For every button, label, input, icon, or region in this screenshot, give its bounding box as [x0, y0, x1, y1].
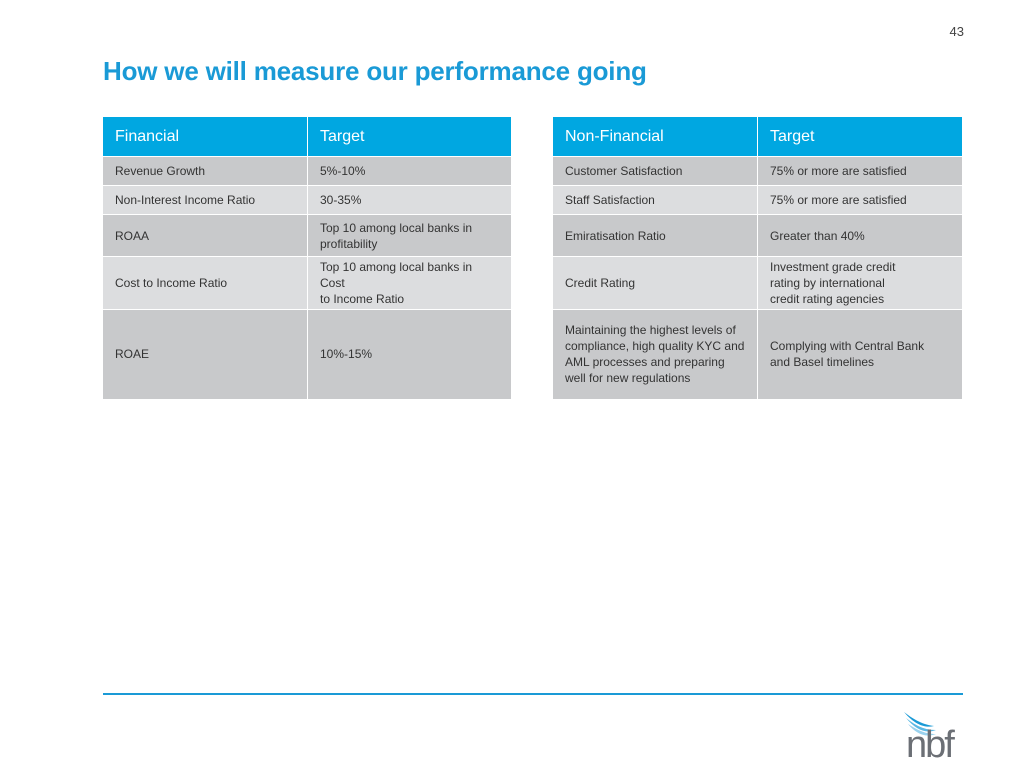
- financial-table: Financial Target Revenue Growth 5%-10% N…: [103, 117, 511, 399]
- logo-swoosh-icon: [904, 712, 936, 736]
- table-row: Emiratisation Ratio Greater than 40%: [553, 214, 962, 257]
- metric-cell: Customer Satisfaction: [553, 156, 758, 186]
- table-row: Customer Satisfaction 75% or more are sa…: [553, 156, 962, 186]
- target-cell: 30-35%: [307, 185, 511, 215]
- table-row: ROAA Top 10 among local banks in profita…: [103, 214, 511, 257]
- metric-cell: ROAE: [103, 309, 308, 399]
- column-header: Non-Financial: [553, 117, 758, 157]
- column-header: Target: [757, 117, 962, 157]
- table-row: Staff Satisfaction 75% or more are satis…: [553, 185, 962, 215]
- metric-cell: Maintaining the highest levels of compli…: [553, 309, 758, 399]
- column-header: Financial: [103, 117, 308, 157]
- page-title: How we will measure our performance goin…: [103, 56, 647, 86]
- table-header-row: Financial Target: [103, 117, 511, 157]
- target-cell: 10%-15%: [307, 309, 511, 399]
- target-cell: 75% or more are satisfied: [757, 185, 962, 215]
- metric-cell: Emiratisation Ratio: [553, 214, 758, 257]
- logo-text: nbf: [906, 724, 955, 766]
- table-row: Revenue Growth 5%-10%: [103, 156, 511, 186]
- metric-cell: Cost to Income Ratio: [103, 256, 308, 310]
- nbf-logo: nbf: [890, 708, 970, 770]
- non-financial-table: Non-Financial Target Customer Satisfacti…: [553, 117, 962, 399]
- table-header-row: Non-Financial Target: [553, 117, 962, 157]
- footer-divider: [103, 693, 963, 695]
- page-number: 43: [949, 24, 964, 39]
- metric-cell: Revenue Growth: [103, 156, 308, 186]
- table-row: Credit Rating Investment grade credit ra…: [553, 256, 962, 310]
- metric-cell: Non-Interest Income Ratio: [103, 185, 308, 215]
- target-cell: Investment grade credit rating by intern…: [757, 256, 962, 310]
- table-row: Cost to Income Ratio Top 10 among local …: [103, 256, 511, 310]
- target-cell: Complying with Central Bank and Basel ti…: [757, 309, 962, 399]
- target-cell: Top 10 among local banks in Cost to Inco…: [307, 256, 511, 310]
- column-header: Target: [307, 117, 511, 157]
- target-cell: 5%-10%: [307, 156, 511, 186]
- table-row: Non-Interest Income Ratio 30-35%: [103, 185, 511, 215]
- target-cell: Top 10 among local banks in profitabilit…: [307, 214, 511, 257]
- table-row: ROAE 10%-15%: [103, 309, 511, 399]
- metric-cell: Staff Satisfaction: [553, 185, 758, 215]
- table-row: Maintaining the highest levels of compli…: [553, 309, 962, 399]
- target-cell: Greater than 40%: [757, 214, 962, 257]
- target-cell: 75% or more are satisfied: [757, 156, 962, 186]
- metric-cell: ROAA: [103, 214, 308, 257]
- metric-cell: Credit Rating: [553, 256, 758, 310]
